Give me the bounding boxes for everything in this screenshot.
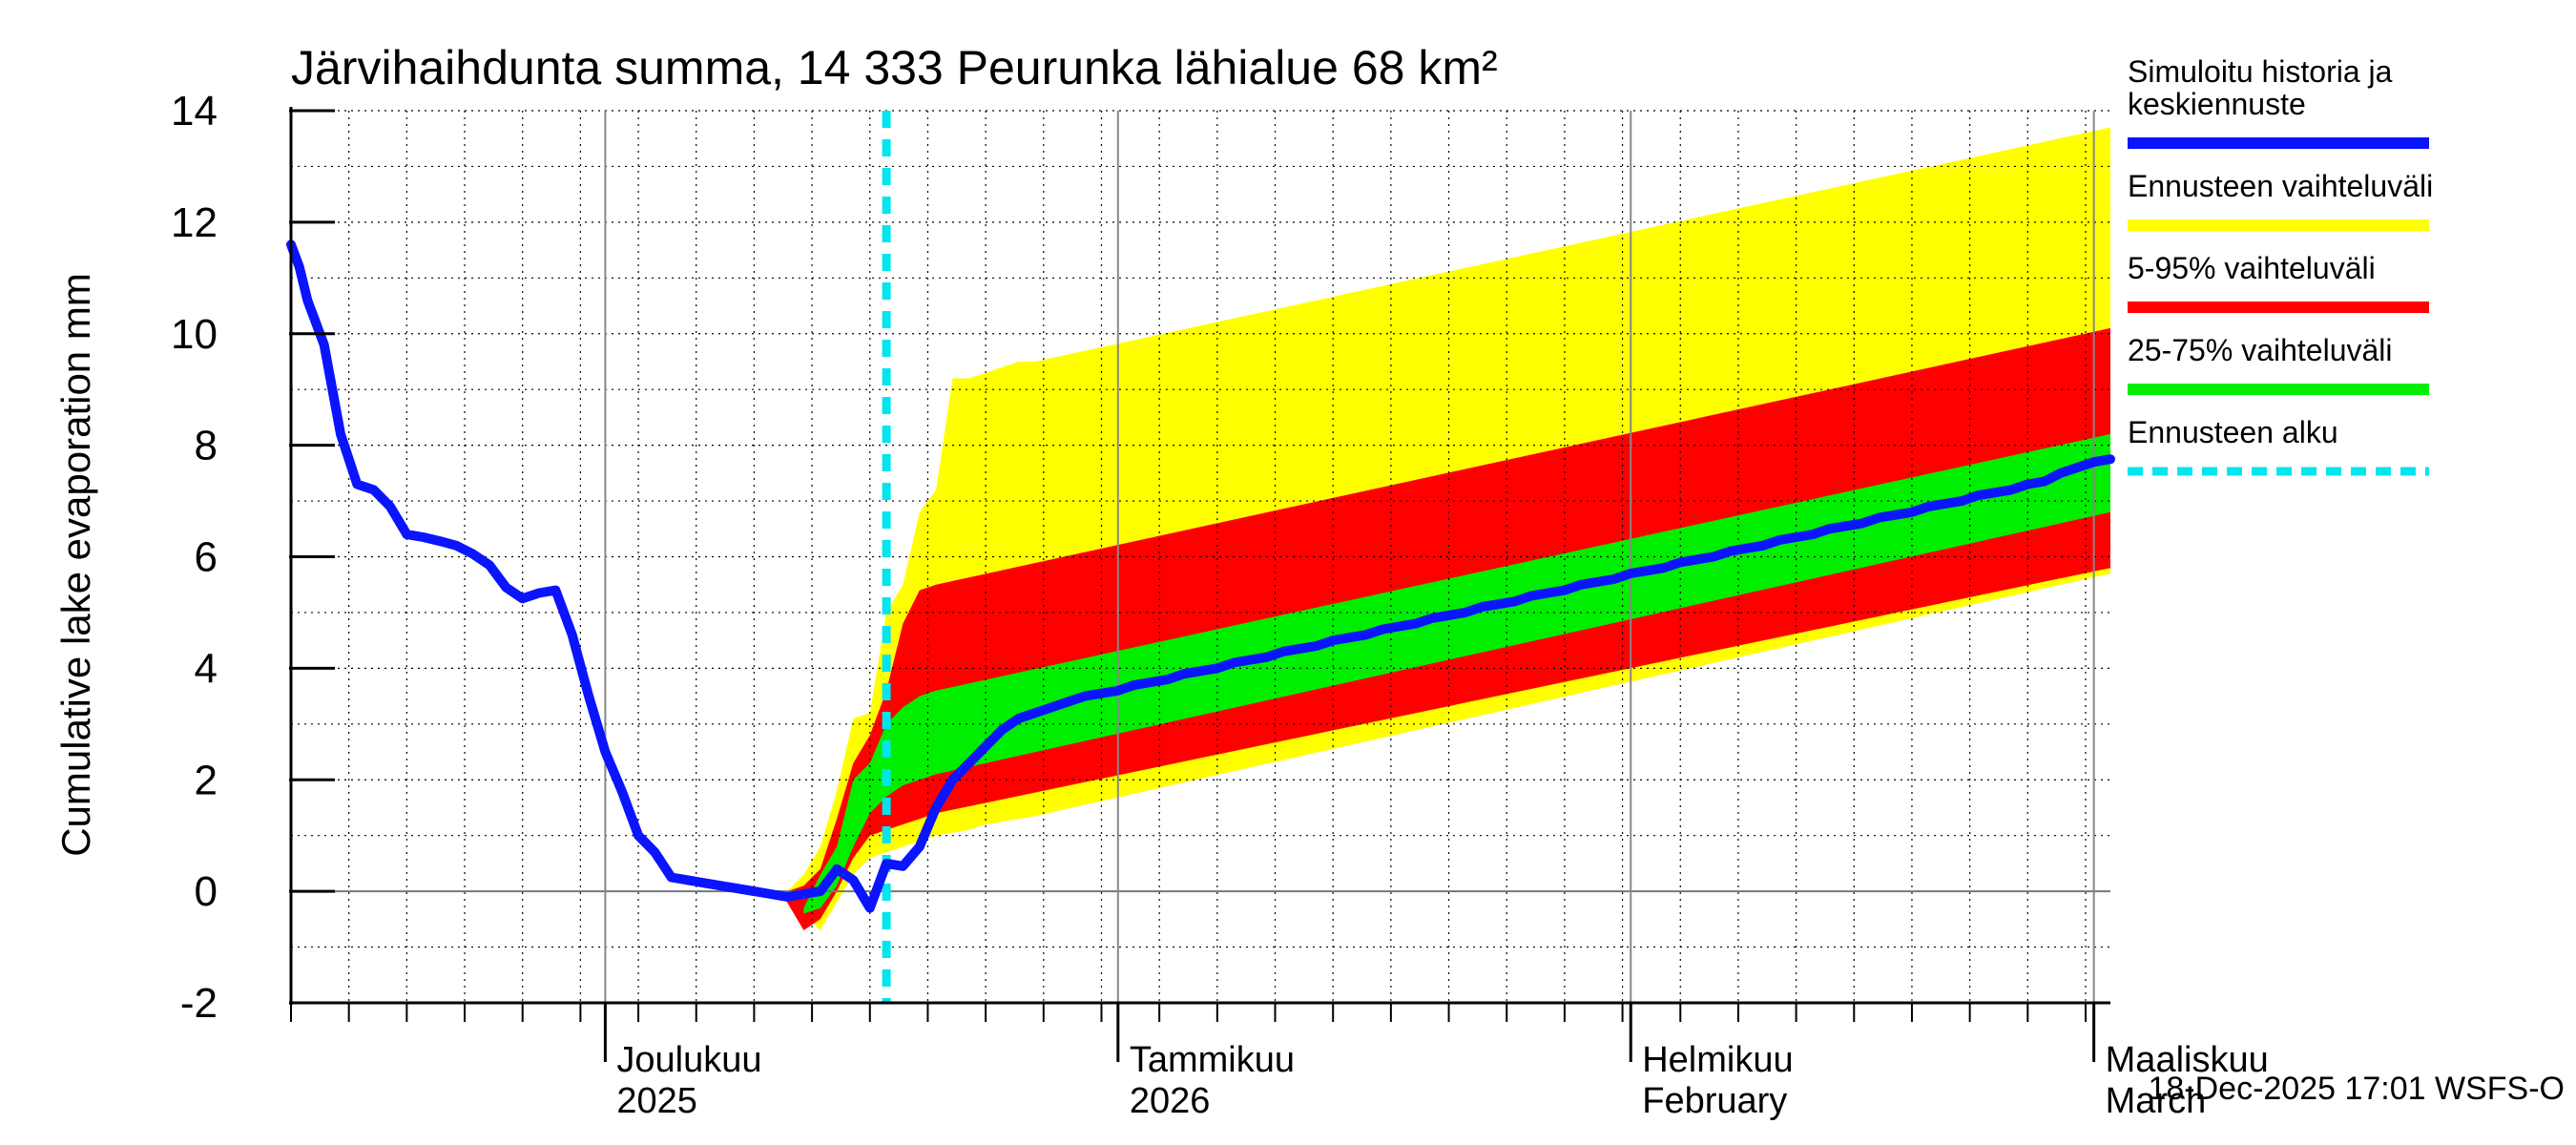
legend-label: keskiennuste (2128, 87, 2306, 121)
forecast-bands (770, 127, 2110, 930)
x-tick-label-year: 2025 (616, 1081, 697, 1121)
x-tick-label-year: March (2106, 1081, 2207, 1121)
series-line-history (286, 239, 2115, 913)
footer-timestamp: 18-Dec-2025 17:01 WSFS-O (2148, 1071, 2565, 1107)
y-axis-label: Cumulative lake evaporation mm (53, 273, 98, 857)
series-lines (286, 111, 2115, 1003)
x-tick-label-month: Joulukuu (616, 1040, 761, 1080)
band-green (803, 433, 2110, 914)
x-tick-label-month: Maaliskuu (2106, 1040, 2269, 1080)
legend-label: Simuloitu historia ja (2128, 54, 2393, 89)
y-tick-label: 6 (195, 534, 218, 581)
y-tick-label: 0 (195, 868, 218, 915)
y-tick-label: 2 (195, 757, 218, 803)
x-tick-label-year: 2026 (1130, 1081, 1211, 1121)
y-tick-label: 10 (171, 311, 218, 358)
y-tick-label: -2 (180, 980, 218, 1027)
y-tick-label: 4 (195, 645, 218, 692)
y-tick-label: 12 (171, 199, 218, 246)
legend-label: Ennusteen vaihteluväli (2128, 169, 2433, 203)
legend-label: 25-75% vaihteluväli (2128, 333, 2393, 367)
x-tick-label-year: February (1642, 1081, 1787, 1121)
x-tick-label-month: Helmikuu (1642, 1040, 1793, 1080)
x-tick-label-month: Tammikuu (1130, 1040, 1295, 1080)
legend-label: 5-95% vaihteluväli (2128, 251, 2376, 285)
chart-title: Järvihaihdunta summa, 14 333 Peurunka lä… (291, 41, 1498, 94)
y-tick-label: 14 (171, 88, 218, 135)
legend-label: Ennusteen alku (2128, 415, 2338, 449)
y-tick-label: 8 (195, 423, 218, 469)
